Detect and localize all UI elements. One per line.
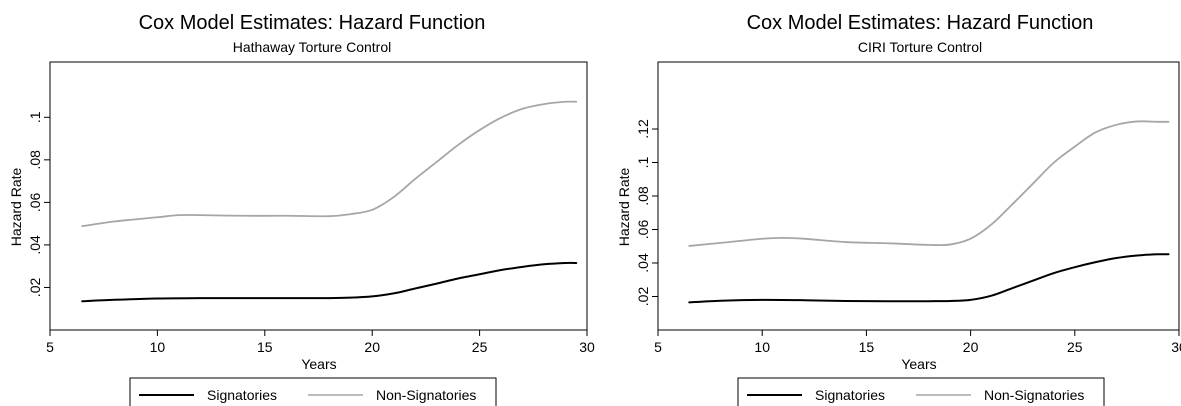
- legend-label: Non-Signatories: [376, 387, 476, 403]
- x-tick-label: 20: [963, 339, 979, 355]
- legend-label: Signatories: [207, 387, 277, 403]
- x-tick-label: 5: [654, 339, 662, 355]
- x-tick-label: 20: [364, 339, 380, 355]
- x-tick-label: 5: [46, 339, 54, 355]
- y-tick-label: .02: [635, 287, 651, 307]
- y-axis-label: Hazard Rate: [8, 167, 24, 246]
- series-line-non-signatories: [688, 120, 1170, 247]
- y-tick-label: .08: [27, 150, 43, 170]
- series-line-signatories: [81, 261, 578, 303]
- y-tick-label: .12: [635, 119, 651, 139]
- y-tick-label: .06: [27, 192, 43, 212]
- x-tick-label: 15: [257, 339, 273, 355]
- y-tick-label: .1: [635, 156, 651, 168]
- x-tick-label: 30: [1171, 339, 1181, 355]
- x-axis-label: Years: [901, 356, 936, 372]
- y-tick-label: .1: [27, 111, 43, 123]
- x-tick-label: 30: [579, 339, 595, 355]
- chart-subtitle: Hathaway Torture Control: [233, 39, 391, 55]
- chart-panel-1: Cox Model Estimates: Hazard Function Hath…: [8, 12, 595, 406]
- chart-panel-2: Cox Model Estimates: Hazard Function CIRI…: [616, 12, 1181, 406]
- y-tick-label: .04: [27, 235, 43, 255]
- series-line-signatories: [688, 253, 1170, 304]
- x-tick-label: 15: [859, 339, 875, 355]
- y-tick-label: .06: [635, 220, 651, 240]
- x-tick-label: 25: [472, 339, 488, 355]
- chart-title: Cox Model Estimates: Hazard Function: [139, 12, 486, 34]
- y-tick-label: .08: [635, 186, 651, 206]
- y-tick-label: .02: [27, 278, 43, 298]
- chart-subtitle: CIRI Torture Control: [858, 39, 982, 55]
- legend: Signatories Non-Signatories: [737, 377, 1105, 406]
- legend-box: [129, 377, 497, 406]
- series-line-non-signatories: [81, 100, 578, 228]
- x-tick-label: 10: [754, 339, 770, 355]
- x-tick-label: 10: [150, 339, 166, 355]
- y-tick-label: .04: [635, 253, 651, 273]
- legend: Signatories Non-Signatories: [129, 377, 497, 406]
- legend-label: Signatories: [815, 387, 885, 403]
- legend-label: Non-Signatories: [984, 387, 1084, 403]
- y-axis-label: Hazard Rate: [616, 167, 632, 246]
- x-tick-label: 25: [1067, 339, 1083, 355]
- legend-box: [737, 377, 1105, 406]
- chart-title: Cox Model Estimates: Hazard Function: [747, 12, 1094, 34]
- plot-area: [657, 61, 1180, 331]
- x-axis-label: Years: [301, 356, 336, 372]
- plot-area: [49, 61, 588, 331]
